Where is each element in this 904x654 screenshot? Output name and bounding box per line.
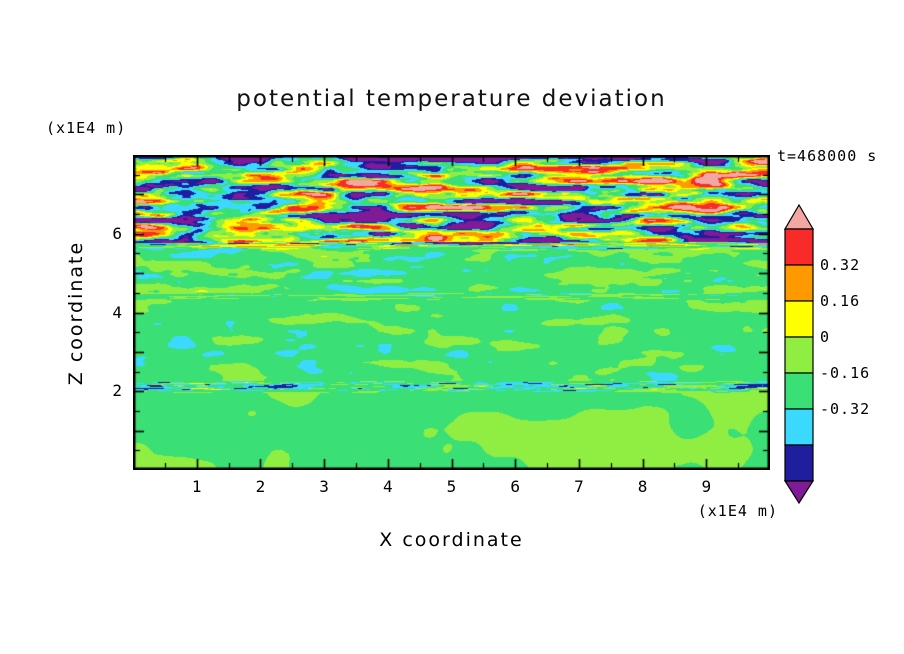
x-tick-label: 6 (510, 477, 520, 496)
x-tick-label: 3 (319, 477, 329, 496)
colorbar-segment (784, 336, 814, 374)
colorbar-tick-label: -0.16 (820, 364, 871, 382)
z-axis-unit-label: (x1E4 m) (46, 119, 127, 137)
colorbar-segment (784, 444, 814, 482)
time-label: t=468000 s (777, 147, 878, 165)
x-tick-label: 1 (191, 477, 202, 496)
colorbar-tick-label: 0.32 (820, 256, 861, 274)
x-tick-label: 7 (574, 477, 584, 496)
x-axis-title: X coordinate (379, 529, 524, 551)
x-tick-label: 9 (701, 477, 712, 496)
x-tick-label: 8 (637, 477, 648, 496)
y-axis-title-wrap: Z coordinate (58, 155, 94, 470)
colorbar-tick-label: 0 (820, 328, 831, 346)
plot-title: potential temperature deviation (236, 86, 667, 112)
x-tick-label: 2 (255, 477, 266, 496)
colorbar (783, 203, 815, 505)
y-axis-title: Z coordinate (65, 240, 87, 385)
x-tick-label: 4 (382, 477, 393, 496)
colorbar-svg (783, 203, 815, 505)
colorbar-segment (784, 372, 814, 410)
z-tick-label: 4 (112, 302, 122, 322)
x-tick-label: 5 (446, 477, 457, 496)
colorbar-segment (784, 408, 814, 446)
colorbar-tick-label: -0.32 (820, 400, 871, 418)
colorbar-segment (784, 228, 814, 266)
colorbar-top-arrow (783, 203, 815, 230)
colorbar-segment (784, 300, 814, 338)
contour-field-canvas (133, 155, 770, 470)
z-tick-label: 2 (112, 381, 122, 401)
colorbar-tick-label: 0.16 (820, 292, 861, 310)
z-tick-label: 6 (112, 223, 122, 243)
x-axis-unit-label: (x1E4 m) (697, 502, 778, 520)
colorbar-segment (784, 264, 814, 302)
colorbar-bottom-arrow (783, 480, 815, 505)
